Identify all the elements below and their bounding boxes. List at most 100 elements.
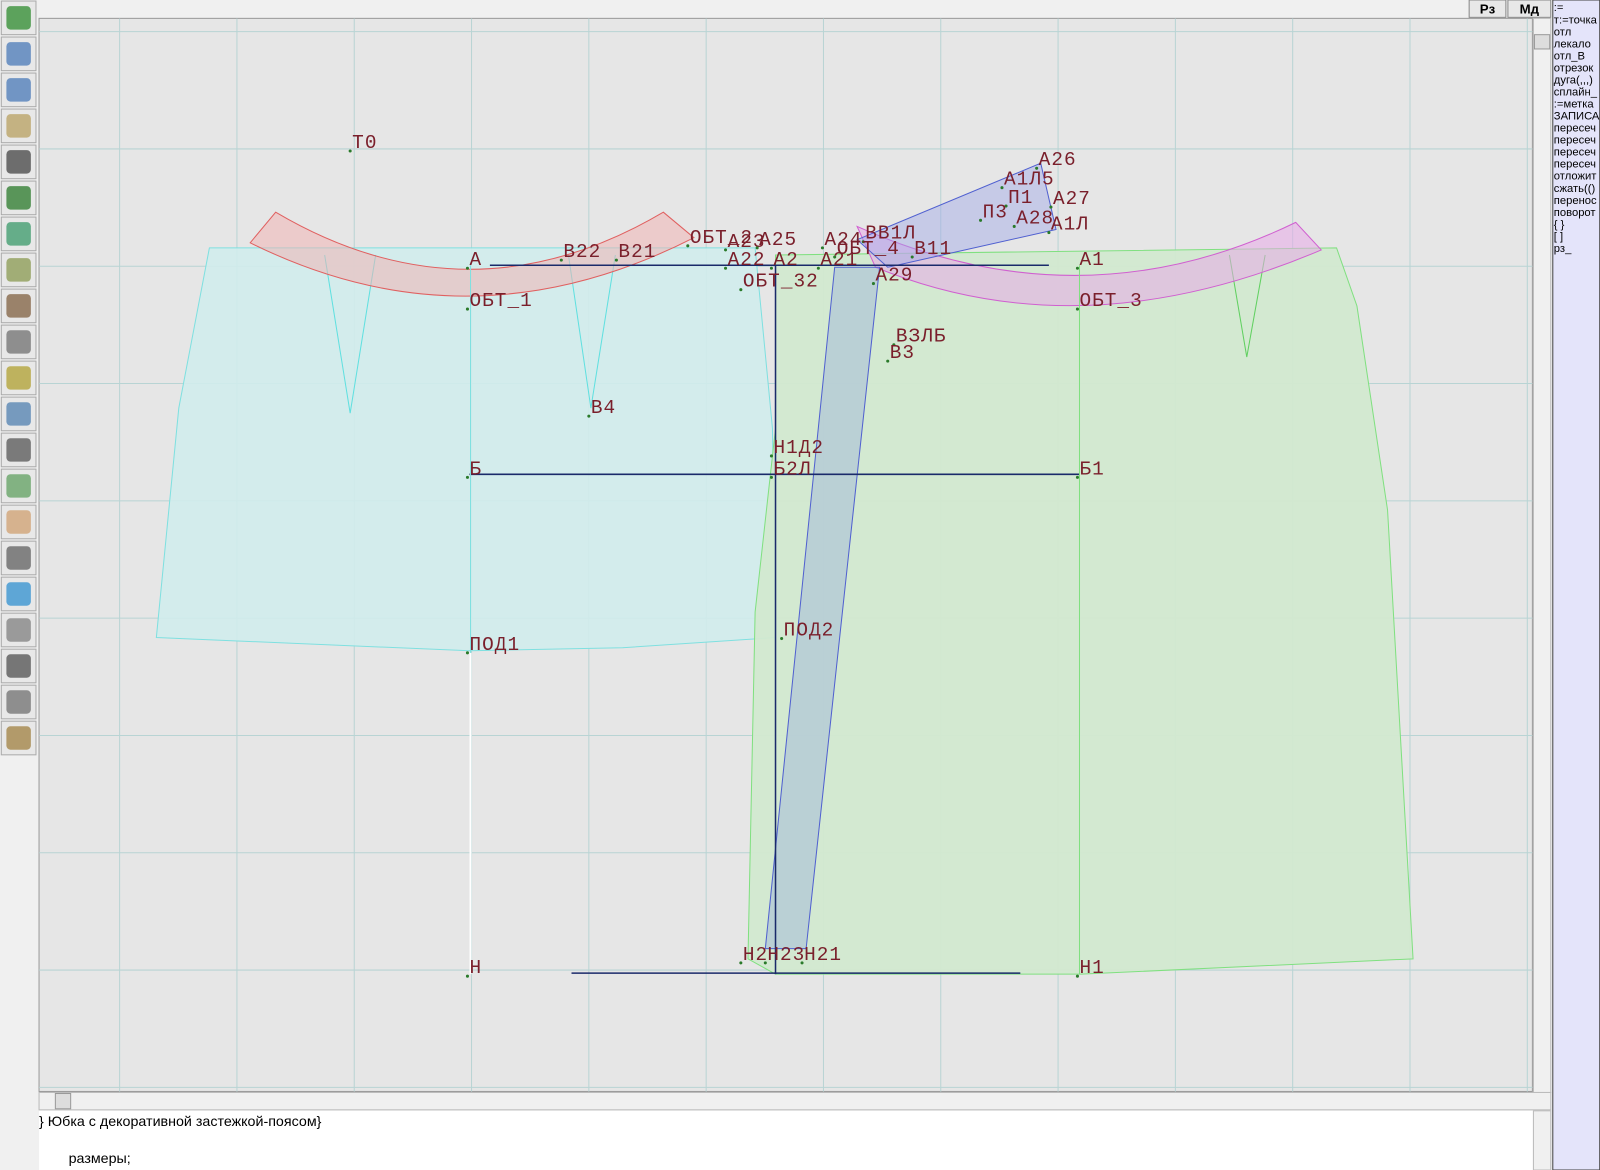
point-label: В11 <box>914 238 952 260</box>
strap <box>764 266 881 950</box>
tool-icon <box>6 546 31 570</box>
editor[interactable] <box>39 1110 1551 1170</box>
point-label: А <box>470 249 483 271</box>
scroll-thumb[interactable] <box>54 1092 72 1110</box>
command: отложит <box>1554 171 1597 183</box>
point-label: Б2Л <box>773 458 811 480</box>
tool-icon <box>6 114 31 138</box>
strap-top <box>856 162 1057 268</box>
tool-icon <box>6 150 31 174</box>
command-list: :=т:=точкаотллекалоотл_Вотрезокдуга(,,,)… <box>1554 2 1600 255</box>
piece-back <box>747 247 1414 975</box>
editor-line: размеры; <box>69 1151 131 1167</box>
point <box>833 255 837 259</box>
point-label: А27 <box>1053 188 1091 210</box>
point-label: Т0 <box>352 132 377 154</box>
point <box>465 651 469 655</box>
tool-icon <box>6 366 31 390</box>
point-label: А29 <box>875 265 913 287</box>
point-label: А1 <box>1079 249 1104 271</box>
editor-scrollbar[interactable] <box>1532 1110 1552 1170</box>
point-label: А23 <box>728 231 766 253</box>
dart <box>1228 254 1266 358</box>
point-label: Н <box>470 957 483 979</box>
point <box>1049 205 1053 209</box>
point <box>780 637 784 641</box>
point-label: Н21 <box>804 944 842 966</box>
point <box>1012 224 1016 228</box>
point-label: А24 <box>824 229 862 251</box>
point-label: П3 <box>983 201 1008 223</box>
command: лекало <box>1554 38 1591 50</box>
tool-icon <box>6 438 31 462</box>
point <box>1075 974 1079 978</box>
point <box>587 414 591 418</box>
button-label[interactable]: Мд <box>1520 1 1540 16</box>
tool-icon <box>6 726 31 750</box>
point <box>820 246 824 250</box>
point <box>1075 307 1079 311</box>
button[interactable] <box>1507 0 1552 18</box>
command: [ ] <box>1554 231 1563 243</box>
dart <box>567 254 616 409</box>
point <box>886 359 890 363</box>
point-label: А28 <box>1016 207 1054 229</box>
scroll-thumb[interactable] <box>1533 34 1551 50</box>
point-label: А21 <box>820 249 858 271</box>
point-label: ОБТ_4 <box>837 238 900 260</box>
command: отл <box>1554 26 1571 38</box>
point <box>871 282 875 286</box>
drawing <box>155 162 1414 975</box>
tool-icon <box>6 186 31 210</box>
point <box>755 246 759 250</box>
point-label: Н1Д2 <box>773 437 824 459</box>
point-label: ПОД1 <box>470 634 521 656</box>
point <box>465 475 469 479</box>
point-label: Б1 <box>1079 458 1104 480</box>
tool-icon <box>6 6 31 30</box>
v-scrollbar[interactable] <box>1532 17 1552 1093</box>
command: сплайн_ <box>1554 86 1598 98</box>
point <box>1000 186 1004 190</box>
point <box>1035 166 1039 170</box>
point-label: А1Л <box>1051 214 1089 236</box>
point-label: ВВ1Л <box>865 223 916 245</box>
button[interactable] <box>1468 0 1507 18</box>
point-label: А25 <box>759 229 797 251</box>
command: рз_ <box>1554 243 1572 255</box>
tool-icon <box>6 330 31 354</box>
point <box>724 266 728 270</box>
dart <box>324 254 377 414</box>
point-label: В4 <box>591 397 616 419</box>
tool-icon <box>6 582 31 606</box>
command: перенос <box>1554 195 1597 207</box>
h-scrollbar[interactable] <box>38 1091 1552 1111</box>
point <box>769 266 773 270</box>
tool-icon <box>6 222 31 246</box>
waistband-front <box>249 211 695 297</box>
waistband-back <box>856 221 1323 307</box>
point <box>724 248 728 252</box>
command: сжать(() <box>1554 183 1596 195</box>
point <box>763 961 767 965</box>
point <box>465 266 469 270</box>
point <box>739 288 743 292</box>
point <box>769 475 773 479</box>
point <box>739 961 743 965</box>
tool-icon <box>6 690 31 714</box>
button-label[interactable]: Рз <box>1480 1 1496 16</box>
point-label: ОБТ_32 <box>743 271 819 293</box>
point-label: Н1 <box>1079 957 1104 979</box>
point-label: В21 <box>618 241 656 263</box>
tool-icon <box>6 294 31 318</box>
tool-icon <box>6 474 31 498</box>
command: :=метка <box>1554 99 1595 111</box>
point <box>1075 266 1079 270</box>
point-label: ПОД2 <box>784 619 835 641</box>
command: дуга(,,,) <box>1554 74 1593 86</box>
point <box>979 218 983 222</box>
point <box>1047 231 1051 235</box>
tool-icon <box>6 654 31 678</box>
